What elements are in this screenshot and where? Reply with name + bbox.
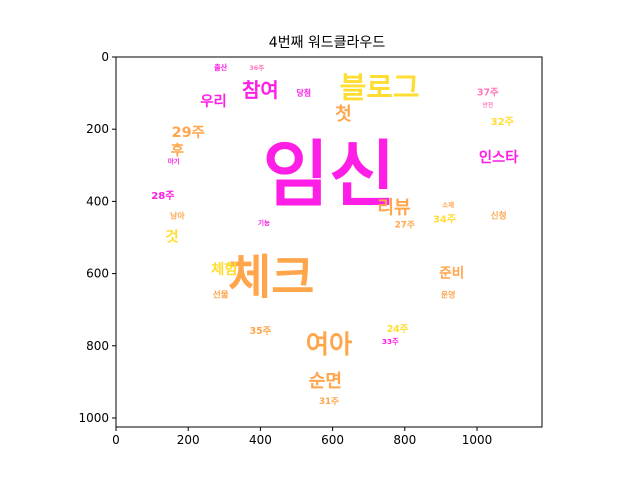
- word-14: 29주: [172, 124, 205, 141]
- word-33: 남아: [170, 210, 185, 220]
- word-16: 35주: [250, 326, 272, 337]
- y-tick-label-0: 0: [101, 50, 109, 64]
- word-21: 36주: [249, 64, 264, 72]
- word-19: 31주: [319, 396, 339, 407]
- word-5: 여아: [306, 330, 353, 359]
- word-17: 24주: [387, 324, 409, 335]
- y-tick-label-3: 600: [86, 267, 109, 281]
- word-30: 기능: [258, 218, 270, 227]
- word-10: 체험: [211, 261, 237, 278]
- word-8: 리뷰: [377, 198, 411, 219]
- word-0: 임신: [263, 134, 396, 218]
- x-tick-label-1: 200: [177, 433, 200, 447]
- word-22: 출산: [214, 63, 228, 72]
- word-31: 소재: [442, 200, 454, 209]
- x-tick-label-3: 600: [321, 433, 344, 447]
- word-24: 선물: [213, 289, 229, 301]
- y-tick-label-4: 800: [86, 339, 109, 353]
- y-tick-label-2: 400: [86, 194, 109, 208]
- word-4: 우리: [200, 93, 226, 110]
- word-34: 아기: [168, 157, 180, 166]
- word-18: 33주: [382, 337, 399, 346]
- word-20: 27주: [395, 219, 415, 230]
- x-tick-label-0: 0: [112, 433, 120, 447]
- word-26: 첫: [335, 104, 352, 125]
- word-29: 당첨: [296, 88, 311, 98]
- word-6: 순면: [309, 371, 342, 392]
- y-tick-label-1: 200: [86, 122, 109, 136]
- word-12: 32주: [491, 116, 514, 128]
- word-3: 참여: [242, 79, 279, 102]
- word-25: 운영: [441, 290, 456, 300]
- word-15: 28주: [151, 190, 174, 202]
- word-1: 체크: [228, 250, 314, 305]
- word-7: 인스타: [479, 148, 519, 166]
- x-tick-label-4: 800: [393, 433, 416, 447]
- word-2: 블로그: [340, 70, 420, 104]
- x-tick-label-5: 1000: [462, 433, 493, 447]
- word-9: 준비: [439, 266, 464, 282]
- word-32: 안전: [483, 101, 494, 109]
- word-27: 것: [165, 228, 178, 245]
- word-13: 37주: [477, 88, 499, 99]
- chart-title: 4번째 워드클라우드: [269, 35, 386, 51]
- x-tick-label-2: 400: [249, 433, 272, 447]
- word-11: 34주: [433, 213, 456, 225]
- word-28: 후: [171, 142, 184, 159]
- y-tick-label-5: 1000: [78, 411, 109, 425]
- word-23: 신청: [491, 209, 507, 221]
